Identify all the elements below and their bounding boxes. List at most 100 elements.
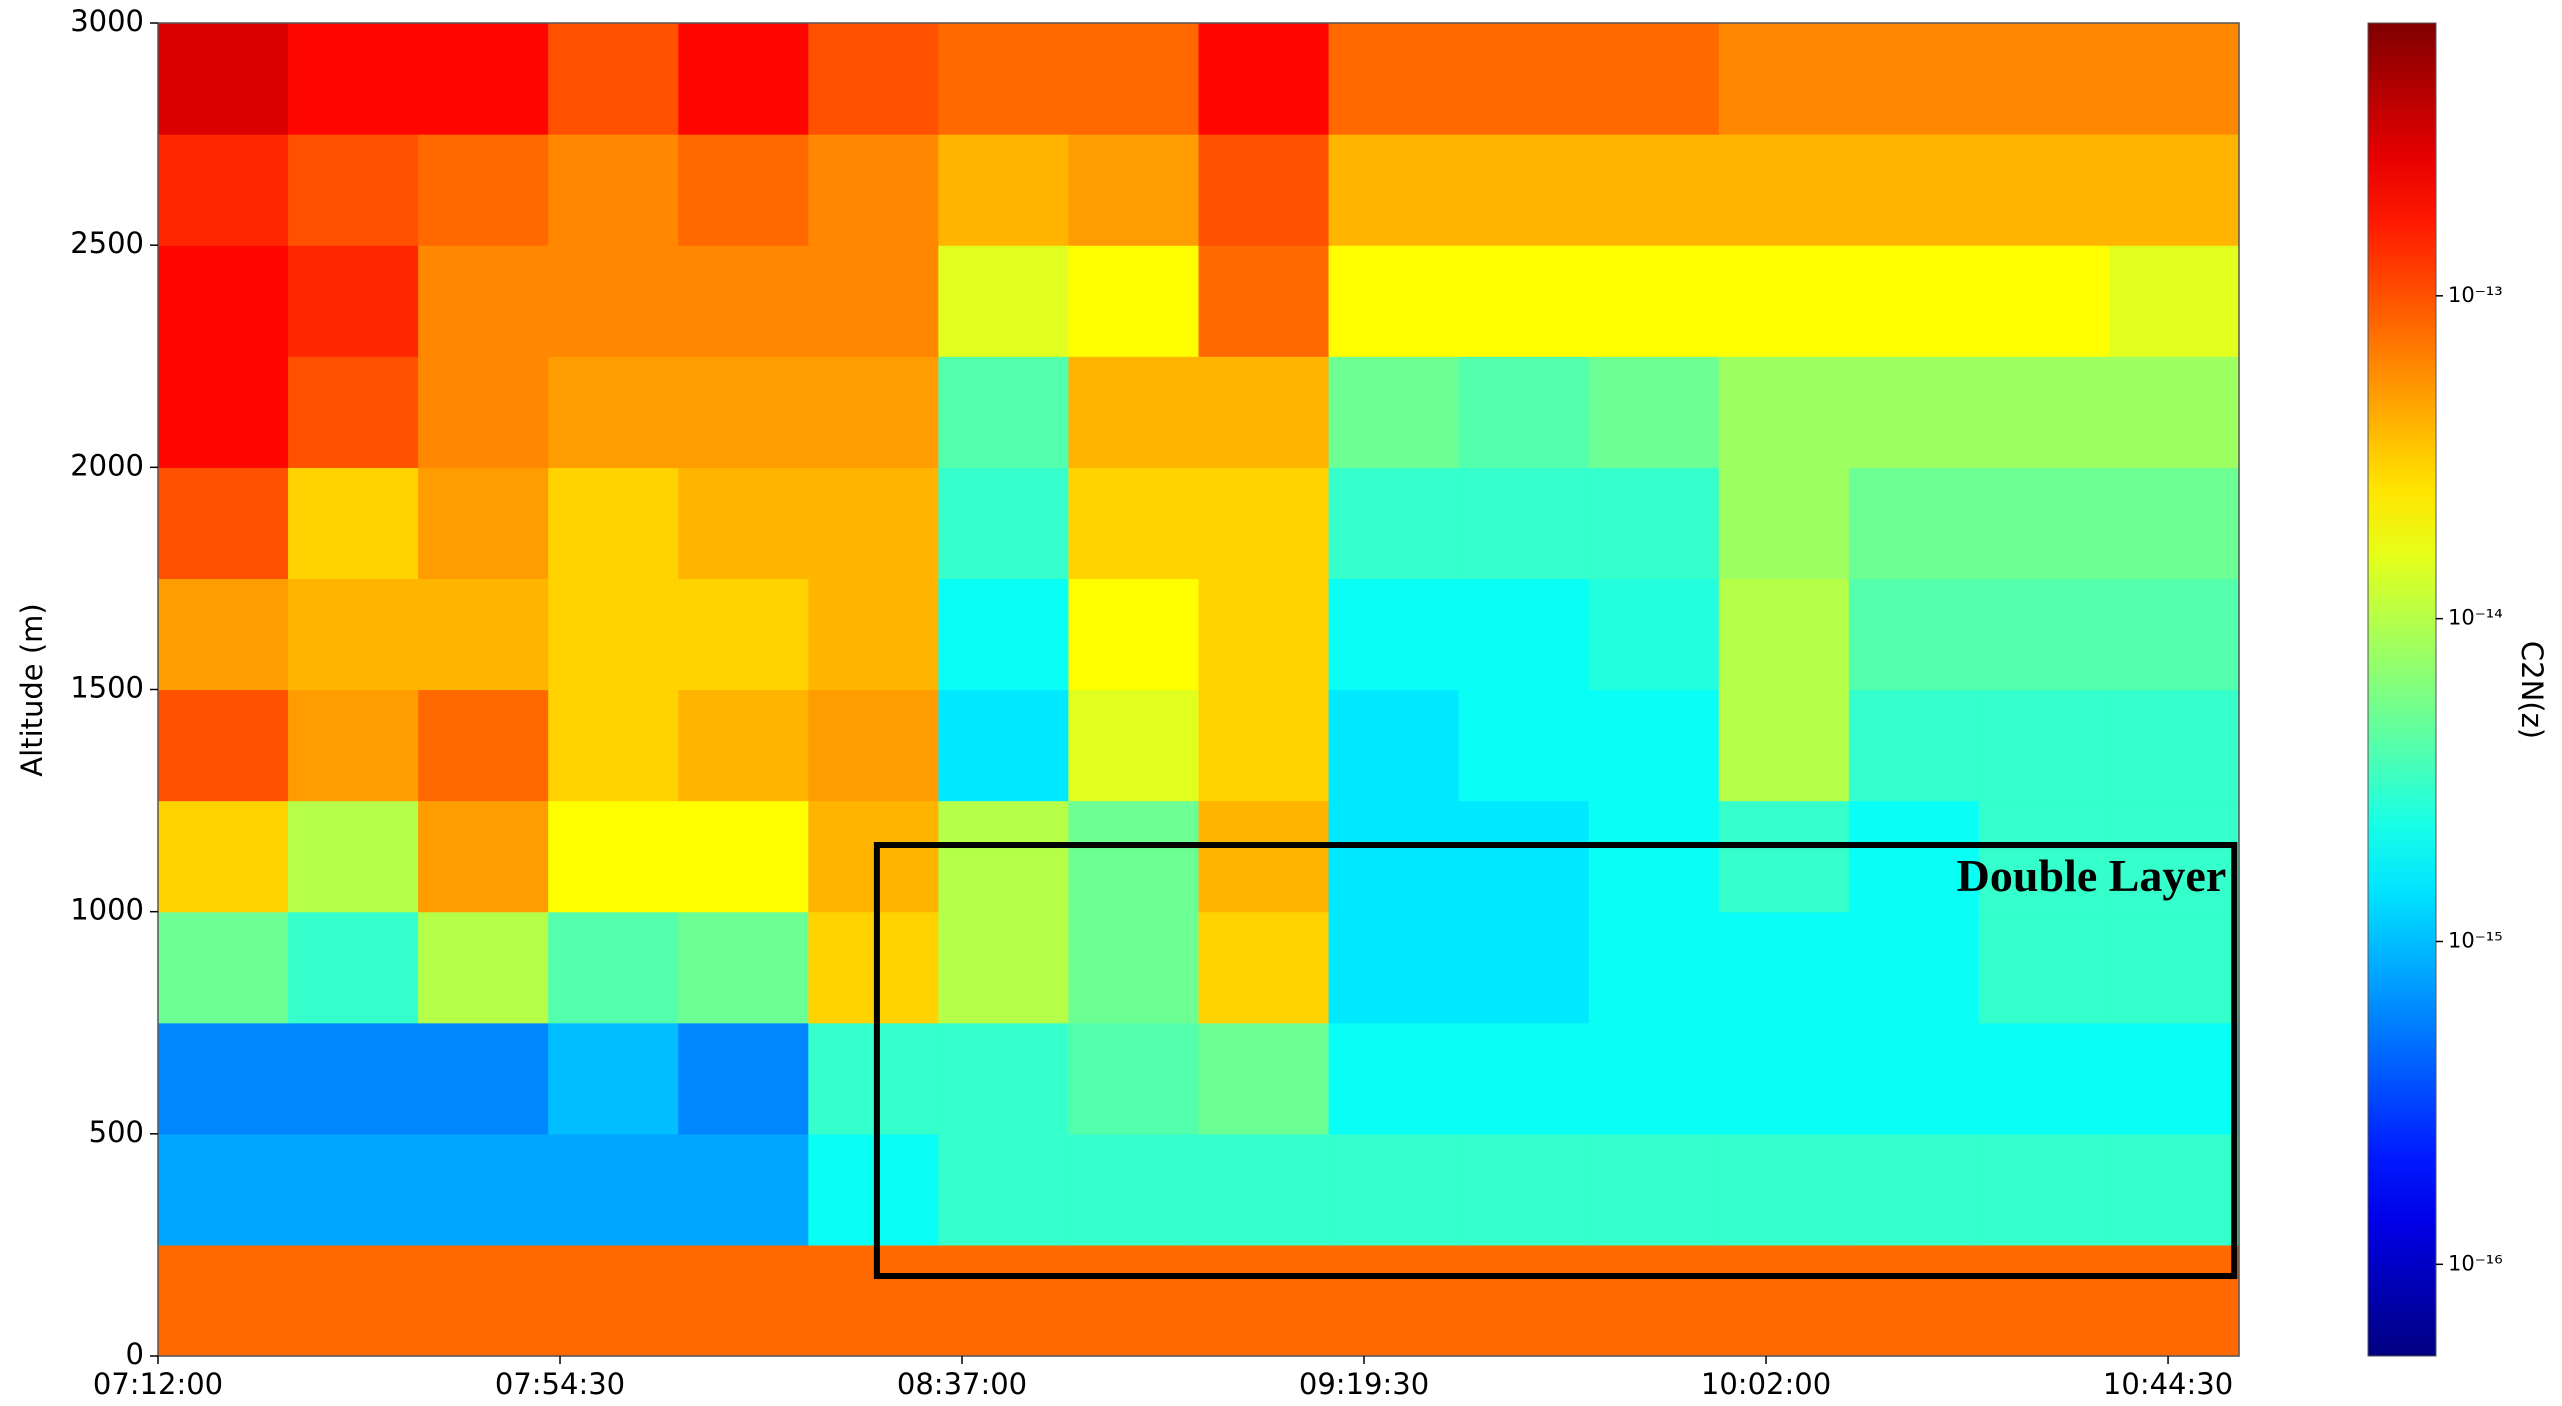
heatmap-cell bbox=[1068, 1133, 1200, 1246]
heatmap-cell bbox=[808, 134, 939, 246]
heatmap-cell bbox=[938, 1022, 1070, 1135]
heatmap-cell bbox=[158, 1022, 289, 1135]
heatmap-cell bbox=[2108, 1022, 2240, 1135]
heatmap-cell bbox=[1588, 134, 1720, 246]
heatmap-cell bbox=[1068, 356, 1200, 468]
heatmap-cell bbox=[808, 911, 939, 1024]
colorbar-tick-label: 10⁻¹³ bbox=[2448, 283, 2503, 307]
heatmap-cell bbox=[1328, 578, 1460, 691]
heatmap-cell bbox=[1068, 911, 1200, 1024]
heatmap-cell bbox=[1458, 134, 1590, 246]
heatmap-cell bbox=[1848, 1133, 1980, 1246]
heatmap-cell bbox=[938, 1244, 1070, 1357]
heatmap-cell bbox=[1718, 1133, 1850, 1246]
heatmap-cell bbox=[1978, 134, 2110, 246]
heatmap-cell bbox=[1328, 1133, 1460, 1246]
heatmap-cell bbox=[1848, 467, 1980, 580]
heatmap-cell bbox=[678, 911, 809, 1024]
heatmap-cell bbox=[938, 467, 1070, 580]
heatmap-cell bbox=[1458, 689, 1590, 802]
heatmap-cell bbox=[288, 578, 419, 691]
heatmap-cell bbox=[1198, 467, 1330, 580]
heatmap bbox=[158, 23, 2240, 1357]
heatmap-cell bbox=[2108, 689, 2240, 802]
heatmap-cell bbox=[418, 578, 549, 691]
heatmap-cell bbox=[1588, 800, 1720, 913]
heatmap-cell bbox=[1848, 245, 1980, 357]
heatmap-cell bbox=[1848, 1022, 1980, 1135]
heatmap-cell bbox=[1198, 1022, 1330, 1135]
heatmap-cell bbox=[288, 23, 419, 135]
heatmap-cell bbox=[1718, 800, 1850, 913]
heatmap-cell bbox=[548, 23, 679, 135]
heatmap-cell bbox=[548, 689, 679, 802]
heatmap-cell bbox=[808, 578, 939, 691]
heatmap-cell bbox=[1588, 1133, 1720, 1246]
heatmap-cell bbox=[548, 911, 679, 1024]
annotation-label: Double Layer bbox=[1957, 850, 2227, 901]
colorbar-tick-label: 10⁻¹⁵ bbox=[2448, 928, 2503, 952]
heatmap-cell bbox=[1068, 689, 1200, 802]
y-axis-label: Altitude (m) bbox=[15, 603, 49, 776]
heatmap-cell bbox=[1198, 356, 1330, 468]
heatmap-cell bbox=[1198, 1133, 1330, 1246]
heatmap-cell bbox=[1198, 245, 1330, 357]
heatmap-cell bbox=[1588, 911, 1720, 1024]
heatmap-cell bbox=[288, 356, 419, 468]
heatmap-cell bbox=[1718, 245, 1850, 357]
heatmap-cell bbox=[418, 356, 549, 468]
heatmap-cell bbox=[808, 1022, 939, 1135]
heatmap-cell bbox=[1328, 911, 1460, 1024]
heatmap-cell bbox=[1718, 23, 1850, 135]
heatmap-cell bbox=[1978, 23, 2110, 135]
heatmap-cell bbox=[1718, 467, 1850, 580]
heatmap-cell bbox=[158, 1133, 289, 1246]
heatmap-cell bbox=[158, 245, 289, 357]
heatmap-cell bbox=[158, 467, 289, 580]
heatmap-cell bbox=[808, 800, 939, 913]
y-tick-label: 500 bbox=[89, 1115, 144, 1149]
heatmap-cell bbox=[1718, 134, 1850, 246]
heatmap-cell bbox=[1848, 1244, 1980, 1357]
heatmap-cell bbox=[1978, 1244, 2110, 1357]
heatmap-cell bbox=[678, 1244, 809, 1357]
heatmap-cell bbox=[288, 134, 419, 246]
heatmap-cell bbox=[1068, 245, 1200, 357]
heatmap-cell bbox=[2108, 578, 2240, 691]
heatmap-cell bbox=[938, 134, 1070, 246]
heatmap-cell bbox=[418, 134, 549, 246]
heatmap-cell bbox=[678, 245, 809, 357]
heatmap-cell bbox=[1588, 689, 1720, 802]
heatmap-cell bbox=[2108, 911, 2240, 1024]
heatmap-cell bbox=[678, 356, 809, 468]
heatmap-cell bbox=[808, 689, 939, 802]
heatmap-cell bbox=[1718, 689, 1850, 802]
heatmap-cell bbox=[2108, 134, 2240, 246]
heatmap-cell bbox=[1848, 911, 1980, 1024]
heatmap-cell bbox=[548, 356, 679, 468]
heatmap-cell bbox=[288, 911, 419, 1024]
heatmap-cell bbox=[1328, 23, 1460, 135]
y-tick-label: 3000 bbox=[70, 4, 144, 38]
heatmap-cell bbox=[1068, 23, 1200, 135]
heatmap-cell bbox=[548, 1133, 679, 1246]
heatmap-cell bbox=[548, 578, 679, 691]
heatmap-cell bbox=[1848, 23, 1980, 135]
heatmap-cell bbox=[1588, 1022, 1720, 1135]
heatmap-cell bbox=[1458, 467, 1590, 580]
heatmap-cell bbox=[938, 356, 1070, 468]
heatmap-cell bbox=[288, 800, 419, 913]
heatmap-cell bbox=[938, 578, 1070, 691]
heatmap-cell bbox=[1458, 1244, 1590, 1357]
heatmap-cell bbox=[1328, 800, 1460, 913]
heatmap-cell bbox=[1458, 1133, 1590, 1246]
heatmap-cell bbox=[418, 689, 549, 802]
heatmap-cell bbox=[808, 1244, 939, 1357]
heatmap-cell bbox=[1978, 1133, 2110, 1246]
heatmap-cell bbox=[548, 800, 679, 913]
heatmap-cell bbox=[418, 467, 549, 580]
heatmap-cell bbox=[938, 800, 1070, 913]
heatmap-cell bbox=[1198, 134, 1330, 246]
heatmap-cell bbox=[418, 1022, 549, 1135]
heatmap-cell bbox=[678, 1133, 809, 1246]
